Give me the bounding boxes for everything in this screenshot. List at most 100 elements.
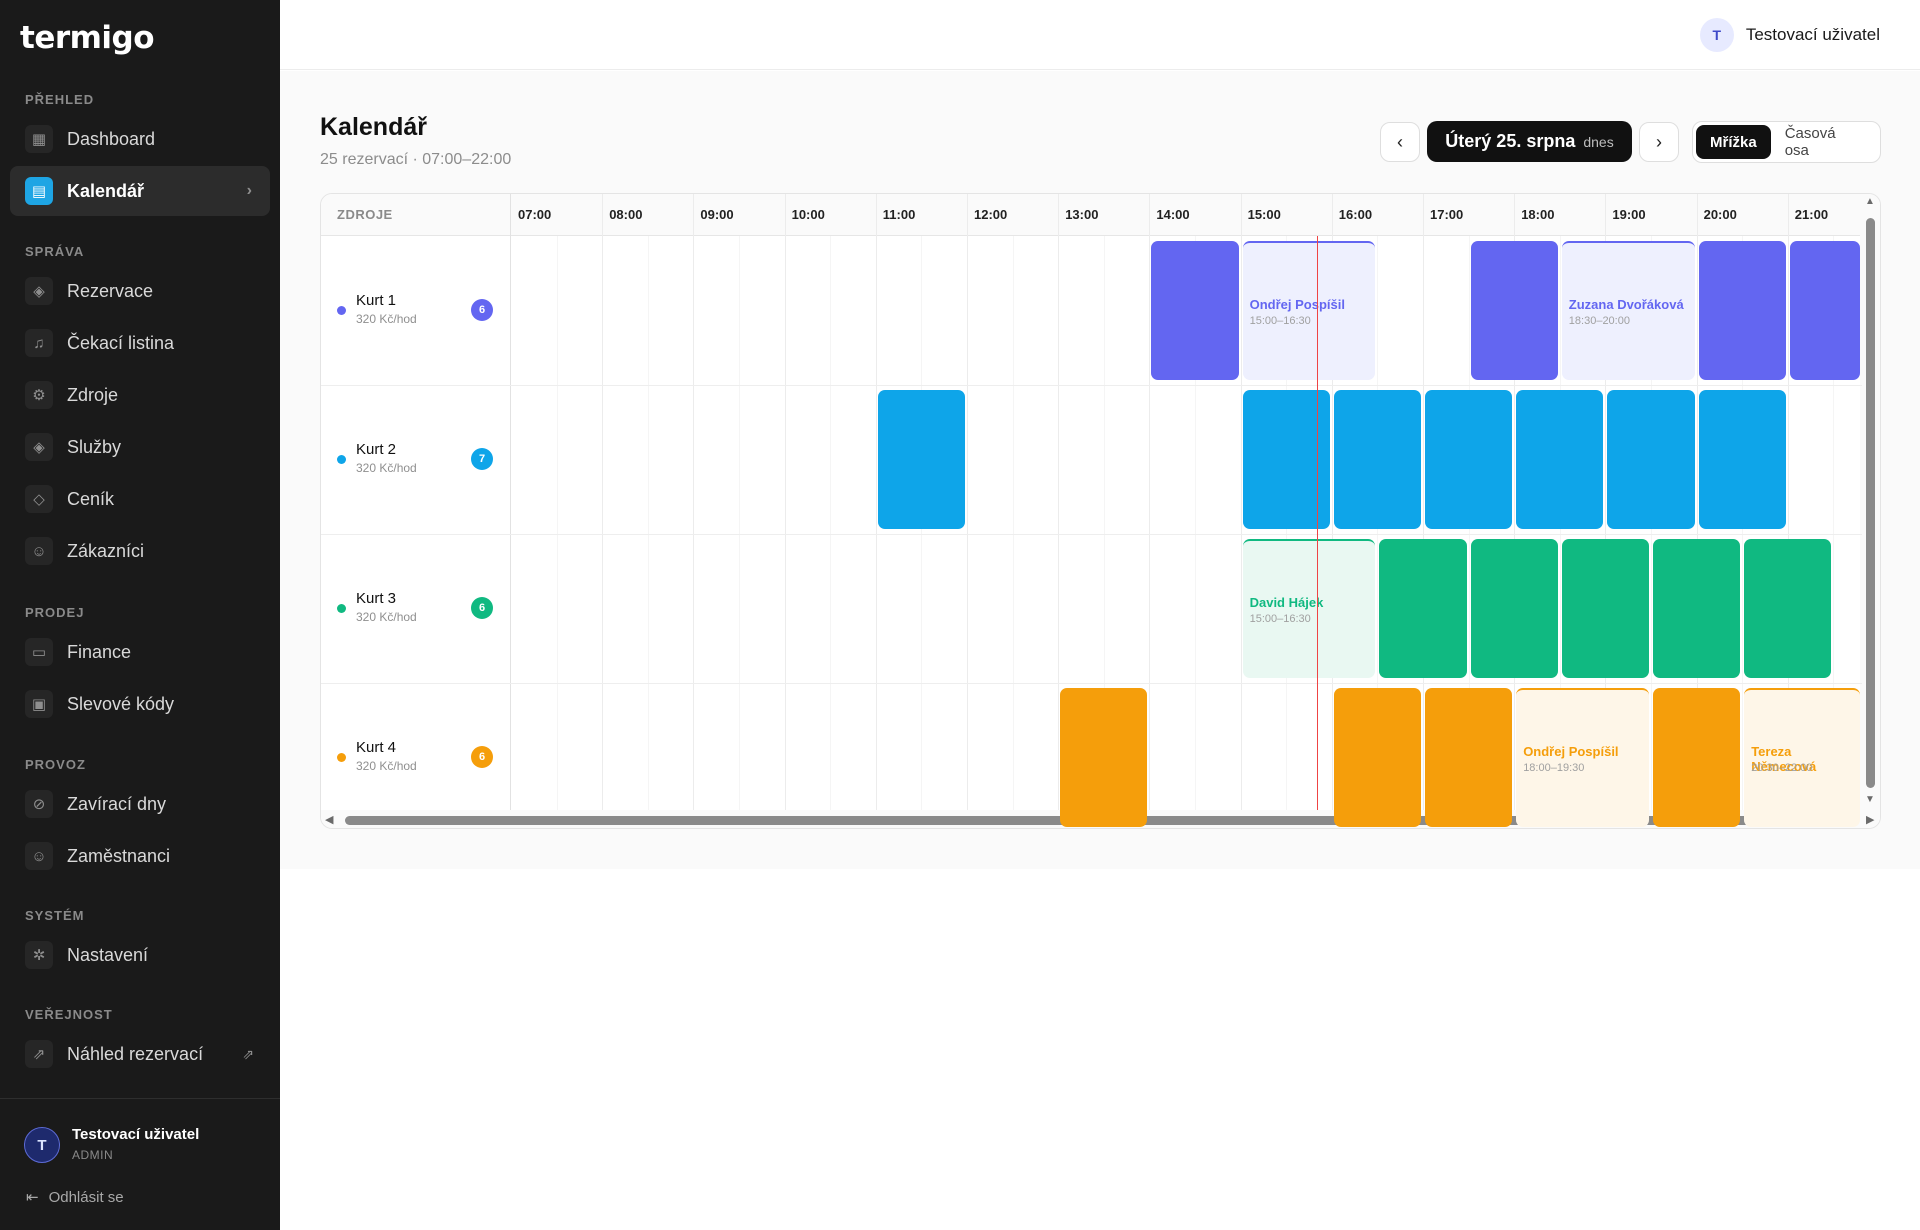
booking-block-occupied[interactable] [1242,390,1330,529]
resource-color-dot [337,306,346,315]
half-hour-gridline [830,236,832,810]
hour-label: 11:00 [882,207,916,222]
resource-name: Kurt 3 [356,590,397,607]
view-timeline-button[interactable]: Časová osa [1784,125,1836,159]
sidebar-item-label: Náhled rezervací [67,1043,204,1064]
date-picker-button[interactable]: Úterý 25. srpna dnes [1427,121,1632,162]
booking-block-occupied[interactable] [1333,390,1421,529]
app-logo[interactable]: termigo [20,20,155,56]
half-hour-gridline [1195,236,1196,810]
sidebar-item-label: Služby [67,436,122,457]
hour-gridline [1240,194,1242,810]
booking-block-occupied[interactable] [1607,390,1695,529]
sidebar-item-slevove-kody[interactable]: ▣ Slevové kódy [10,679,270,729]
hour-label: 14:00 [1156,207,1190,222]
vertical-scrollbar[interactable]: ▲ ▼ [1860,194,1880,810]
half-hour-gridline [1833,236,1835,810]
booking-block-occupied[interactable] [1698,390,1786,529]
hour-gridline [1605,194,1607,810]
sidebar-item-sluzby[interactable]: ◈ Služby [10,422,270,472]
row-divider [321,385,1862,386]
resource-kurt-1[interactable]: Kurt 1 320 Kč/hod 6 [321,236,510,385]
sidebar-item-cenik[interactable]: ◇ Ceník [10,474,270,524]
view-grid-button[interactable]: Mřížka [1696,125,1771,159]
vertical-scroll-thumb[interactable] [1866,218,1875,788]
booking-block-occupied[interactable] [1425,688,1513,827]
booking-time: 20:30–22:00 [1751,762,1813,774]
half-hour-gridline [556,236,558,810]
booking-block-occupied[interactable] [1789,241,1860,380]
hour-gridline [784,194,786,810]
bell-icon: ♫ [25,329,53,357]
scroll-up-icon[interactable]: ▲ [1865,196,1875,207]
booking-block-occupied[interactable] [1425,390,1513,529]
current-date: Úterý 25. srpna [1445,131,1576,151]
half-hour-gridline [739,236,740,810]
sidebar-item-nastaveni[interactable]: ✲ Nastavení [10,930,270,980]
main-content: Kalendář 25 rezervací · 07:00–22:00 ‹ Út… [280,71,1920,869]
booking-block[interactable]: Ondřej Pospíšil 15:00–16:30 [1242,241,1376,380]
resource-price: 320 Kč/hod [356,461,417,475]
user-cog-icon: ☺ [25,842,53,870]
sidebar-item-label: Zdroje [67,384,119,405]
calendar-header: ZDROJE 07:00 08:00 09:00 10:00 11:00 12:00 13:… [321,194,1862,236]
sidebar-item-zakaznici[interactable]: ☺ Zákazníci [10,526,270,576]
resource-kurt-2[interactable]: Kurt 2 320 Kč/hod 7 [321,385,510,534]
booking-block[interactable]: David Hájek 15:00–16:30 [1242,539,1376,678]
booking-block-occupied[interactable] [1060,688,1148,827]
next-day-button[interactable]: › [1639,122,1679,162]
booking-block-occupied[interactable] [1516,390,1604,529]
nav-section-provoz: PROVOZ [25,757,86,772]
booking-block-occupied[interactable] [1698,241,1786,380]
booking-block-occupied[interactable] [1151,241,1239,380]
prev-day-button[interactable]: ‹ [1380,122,1420,162]
sidebar-item-zaviraci-dny[interactable]: ⊘ Zavírací dny [10,779,270,829]
sidebar-item-zdroje[interactable]: ⚙ Zdroje [10,370,270,420]
booking-block-occupied[interactable] [1653,688,1741,827]
booking-block-occupied[interactable] [1744,539,1832,678]
resource-kurt-3[interactable]: Kurt 3 320 Kč/hod 6 [321,534,510,683]
hour-gridline [1696,194,1698,810]
booking-block-occupied[interactable] [1653,539,1741,678]
sidebar-item-label: Zavírací dny [67,793,167,814]
nav-section-sprava: SPRÁVA [25,244,85,259]
booking-customer: Ondřej Pospíšil [1249,297,1345,312]
scroll-down-icon[interactable]: ▼ [1865,794,1875,805]
hour-gridline [1149,194,1151,810]
nav-section-verejnost: VEŘEJNOST [25,1007,113,1022]
tag-icon: ◇ [25,485,53,513]
row-divider [321,534,1862,535]
logout-button[interactable]: ⇤ Odhlásit se [26,1188,124,1207]
sidebar-item-label: Slevové kódy [67,693,175,714]
hour-label: 19:00 [1612,207,1646,222]
resource-kurt-4[interactable]: Kurt 4 320 Kč/hod 6 [321,683,510,828]
sidebar-item-cekaci-listina[interactable]: ♫ Čekací listina [10,318,270,368]
booking-block-occupied[interactable] [1333,688,1421,827]
booking-block-occupied[interactable] [1470,539,1558,678]
scroll-right-icon[interactable]: ▶ [1866,814,1875,826]
layers-icon: ◈ [25,277,53,305]
topbar-user-avatar: T [1699,18,1734,52]
resource-booking-count: 6 [471,746,493,768]
booking-customer: Tereza Němecová [1751,744,1817,774]
booking-block[interactable]: Ondřej Pospíšil 18:00–19:30 [1516,688,1649,827]
booking-block-occupied[interactable] [1470,241,1558,380]
booking-block[interactable]: Zuzana Dvořáková 18:30–20:00 [1561,241,1695,380]
sidebar-item-finance[interactable]: ▭ Finance [10,627,270,677]
booking-block-occupied[interactable] [1561,539,1649,678]
sidebar-item-rezervace[interactable]: ◈ Rezervace [10,266,270,316]
scroll-left-icon[interactable]: ◀ [325,814,334,826]
resource-column-divider [510,194,511,810]
topbar-user-menu[interactable]: T Testovací uživatel [1699,18,1880,52]
booking-block-occupied[interactable] [1379,539,1467,678]
sidebar-item-dashboard[interactable]: ▦ Dashboard [10,114,270,164]
banknote-icon: ▭ [25,638,53,666]
sidebar-item-zamestnanci[interactable]: ☺ Zaměstnanci [10,831,270,881]
sidebar-item-nahled-rezervaci[interactable]: ⇗ Náhled rezervací ⇗ [10,1029,270,1079]
sidebar-item-label: Kalendář [67,180,145,201]
sidebar-item-kalendar[interactable]: ▤ Kalendář › [10,166,270,216]
hour-gridline [1058,194,1060,810]
booking-block[interactable]: Tereza Němecová 20:30–22:00 [1744,688,1860,827]
booking-block-occupied[interactable] [877,390,965,529]
sidebar-divider [0,1098,280,1099]
